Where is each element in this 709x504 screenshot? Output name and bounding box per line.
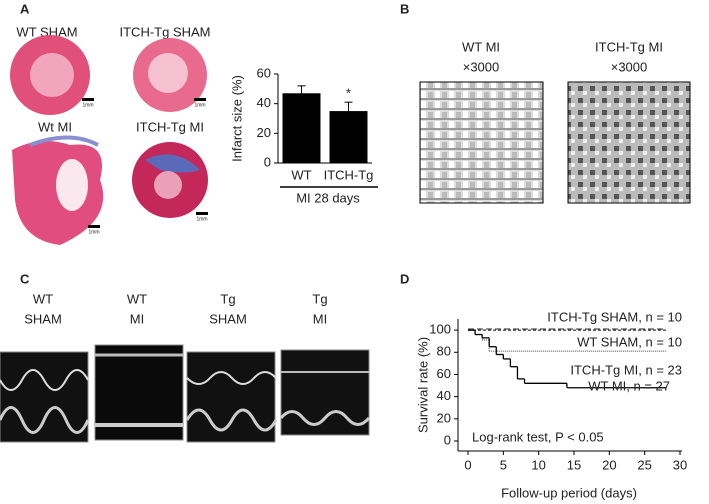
em-image [419,81,544,204]
x-tick-label: 20 [602,457,616,472]
image-caption: SHAM [209,311,247,326]
x-tick-label: 25 [637,457,651,472]
image-caption: WT MI [462,39,500,54]
panel-label: C [20,271,30,286]
scale-label: 1mm [194,102,205,108]
y-tick-label: 60 [257,65,271,80]
image-caption: WT SHAM [16,24,77,39]
x-tick-label: ITCH-Tg [324,167,374,182]
y-axis-label: Infarct size (%) [229,75,244,162]
magnification: ×3000 [463,59,500,74]
y-tick-label: 40 [257,95,271,110]
scale-label: 1mm [82,102,93,108]
magnification: ×3000 [611,59,648,74]
image-caption: MI [130,311,144,326]
series-label: WT MI, n = 27 [588,378,670,393]
x-tick-label: 0 [464,457,471,472]
series-label: WT SHAM, n = 10 [577,334,682,349]
panel-label: B [400,1,409,16]
x-tick-label: 10 [531,457,545,472]
image-caption: Tg [220,291,235,306]
image-caption: SHAM [24,311,62,326]
y-tick-label: 0 [264,154,271,169]
image-caption: Tg [312,291,327,306]
annotation: Log-rank test, P < 0.05 [472,429,604,444]
image-caption: ITCH-Tg SHAM [120,24,211,39]
image-caption: Wt MI [38,119,72,134]
x-axis-label: Follow-up period (days) [501,485,637,500]
image-caption: ITCH-Tg MI [136,119,204,134]
echo-image [0,344,371,443]
panel-label: A [20,1,30,16]
y-tick-label: 80 [437,344,451,359]
y-tick-label: 20 [437,410,451,425]
image-caption: MI [313,311,327,326]
x-tick-label: WT [291,167,311,182]
group-label: MI 28 days [296,190,360,205]
bar [329,111,368,163]
image-caption: WT [33,291,53,306]
scale-bar [82,98,208,228]
panel-label: D [400,271,409,286]
em-image [567,81,691,204]
y-tick-label: 0 [444,432,451,447]
x-tick-label: 30 [673,457,687,472]
y-tick-label: 20 [257,125,271,140]
annotation: * [346,86,351,101]
image-caption: ITCH-Tg MI [595,39,663,54]
series-label: ITCH-Tg MI, n = 23 [570,362,682,377]
scale-label: 1mm [196,216,207,222]
y-tick-label: 60 [437,366,451,381]
x-tick-label: 5 [500,457,507,472]
scale-label: 1mm [88,229,99,235]
y-axis-label: Survival rate (%) [415,337,430,433]
histology-image [10,35,208,245]
y-tick-label: 40 [437,388,451,403]
y-tick-label: 100 [429,322,451,337]
series-label: ITCH-Tg SHAM, n = 10 [547,309,682,324]
x-tick-label: 15 [567,457,581,472]
bar [282,93,321,163]
image-caption: WT [127,291,147,306]
